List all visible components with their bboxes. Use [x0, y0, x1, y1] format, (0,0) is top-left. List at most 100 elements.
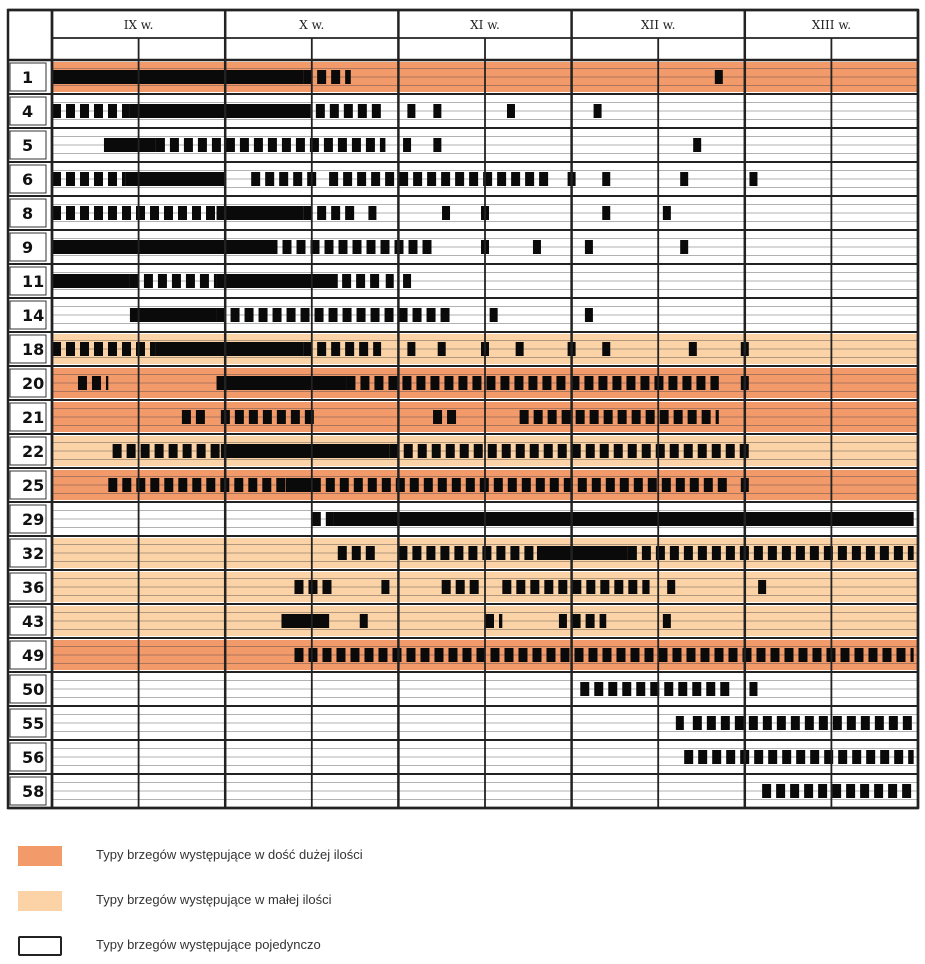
dashed-bar-block: [108, 478, 118, 492]
dashed-bar-block: [408, 240, 418, 254]
dashed-bar-block: [423, 478, 433, 492]
dashed-bar-block: [427, 172, 437, 186]
dashed-bar-block: [641, 546, 651, 560]
dashed-bar-block: [462, 648, 472, 662]
dashed-bar-block: [253, 138, 263, 152]
row-label-box: [9, 164, 47, 194]
dashed-bar-block: [192, 478, 202, 492]
dashed-bar-block: [502, 580, 512, 594]
dashed-bar-block: [339, 478, 349, 492]
dashed-bar-block: [108, 342, 117, 356]
legend-label-low: Typy brzegów występujące w małej ilości: [96, 892, 332, 907]
dashed-bar-block: [353, 478, 363, 492]
dashed-bar-block: [434, 648, 444, 662]
dashed-bar-block: [322, 580, 332, 594]
dashed-bar-block: [720, 682, 730, 696]
dashed-bar-block: [482, 546, 492, 560]
dashed-bar-block: [535, 478, 545, 492]
tick-mark: [515, 342, 524, 356]
dashed-bar-block: [169, 70, 179, 84]
dashed-bar-block: [525, 172, 535, 186]
row-label-box: [9, 640, 47, 670]
dashed-bar-block: [129, 274, 139, 288]
row-label-box: [9, 130, 47, 160]
dashed-bar-block: [360, 376, 370, 390]
tick-mark: [403, 138, 412, 152]
dashed-bar-block: [561, 410, 571, 424]
dashed-bar-block: [487, 444, 497, 458]
dashed-bar-block: [398, 308, 408, 322]
dashed-bar-block: [150, 478, 160, 492]
dashed-bar-block: [810, 750, 820, 764]
dashed-bar-block: [122, 478, 132, 492]
dashed-bar-block: [605, 478, 615, 492]
dashed-bar-block: [838, 750, 848, 764]
dashed-bar-block: [366, 240, 376, 254]
dashed-bar-block: [365, 138, 375, 152]
dashed-bar-block: [171, 274, 181, 288]
tick-mark: [489, 308, 498, 322]
dashed-bar-block: [627, 546, 637, 560]
tick-mark: [437, 342, 446, 356]
dashed-bar-block: [547, 410, 557, 424]
tick-mark: [662, 614, 671, 628]
row-label-box: [9, 436, 47, 466]
dashed-bar-block: [325, 478, 335, 492]
legend-swatch-low: [18, 891, 62, 911]
dashed-bar-block: [150, 206, 159, 220]
dashed-bar-block: [700, 648, 710, 662]
dashed-bar-block: [659, 410, 669, 424]
dashed-bar-block: [902, 784, 912, 798]
legend-item-high: Typy brzegów występujące w dość dużej il…: [0, 842, 925, 870]
dashed-bar-block: [296, 240, 306, 254]
dashed-bar-block: [441, 172, 451, 186]
dashed-bar-block: [94, 104, 103, 118]
tick-mark: [602, 172, 611, 186]
dashed-bar-block: [356, 274, 366, 288]
dashed-bar-block: [290, 410, 300, 424]
dashed-bar-block: [317, 342, 327, 356]
dashed-bar-block: [331, 206, 341, 220]
dashed-bar-block: [804, 784, 814, 798]
row-label: 4: [22, 102, 33, 121]
row-label: 55: [22, 714, 44, 733]
dashed-bar-block: [465, 478, 475, 492]
dashed-bar-block: [837, 546, 847, 560]
dashed-bar-block: [874, 784, 884, 798]
dashed-bar-block: [684, 750, 694, 764]
row-label: 50: [22, 680, 44, 699]
legend-swatch-high: [18, 846, 62, 866]
tick-mark: [359, 614, 368, 628]
dashed-bar-block: [388, 376, 398, 390]
dashed-bar-block: [412, 546, 422, 560]
century-label: IX w.: [124, 18, 154, 32]
dashed-bar-block: [136, 206, 145, 220]
solid-bar: [103, 138, 156, 152]
solid-bar: [281, 614, 330, 628]
dashed-bar-block: [860, 784, 870, 798]
row-label: 9: [22, 238, 33, 257]
dashed-bar-block: [52, 342, 61, 356]
dashed-bar-block: [664, 682, 674, 696]
dashed-bar-block: [303, 342, 313, 356]
legend-item-single: Typy brzegów występujące pojedynczo: [0, 932, 925, 960]
dashed-bar-block: [331, 342, 341, 356]
dashed-bar-block: [359, 342, 369, 356]
header-bg: [8, 10, 918, 60]
dashed-bar-block: [384, 308, 394, 322]
dashed-bar-block: [304, 410, 314, 424]
dashed-bar-block: [346, 376, 356, 390]
dashed-bar-block: [599, 444, 609, 458]
dashed-bar-block: [689, 478, 699, 492]
dashed-bar-block: [486, 376, 496, 390]
dashed-bar-block: [447, 410, 457, 424]
row-label: 56: [22, 748, 44, 767]
dashed-bar-block: [753, 546, 763, 560]
dashed-bar-block: [325, 512, 334, 526]
dashed-bar-block: [371, 172, 381, 186]
dashed-bar-block: [865, 546, 875, 560]
tick-mark: [532, 240, 541, 254]
dashed-bar-block: [431, 444, 441, 458]
dashed-bar-block: [248, 478, 258, 492]
dashed-bar-block: [840, 648, 850, 662]
